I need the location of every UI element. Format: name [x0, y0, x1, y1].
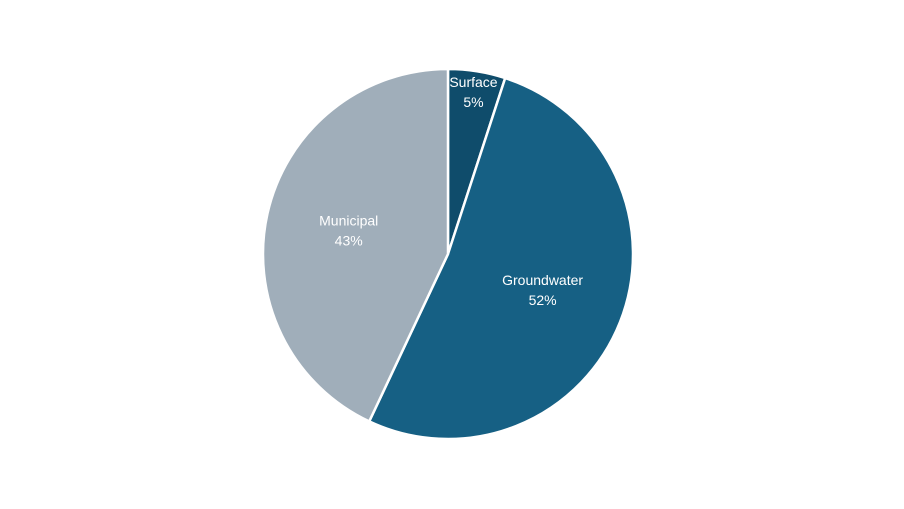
slice-label: Surface [449, 74, 497, 90]
slice-value-label: 5% [463, 94, 483, 110]
slice-value-label: 43% [335, 233, 363, 249]
slice-label: Municipal [319, 213, 378, 229]
slice-value-label: 52% [529, 292, 557, 308]
pie-slice [261, 67, 450, 424]
pie-slice [367, 76, 635, 441]
slice-label: Groundwater [502, 272, 583, 288]
